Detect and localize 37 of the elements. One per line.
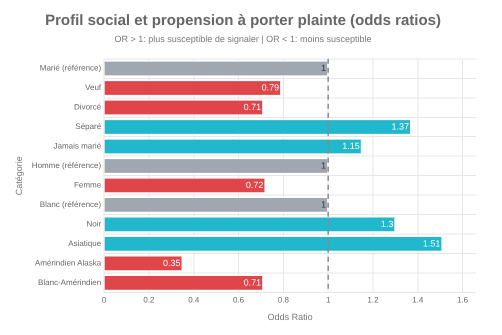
x-tick-label: 0.2 <box>143 296 156 305</box>
y-tick-label: Blanc (référence) <box>40 200 102 210</box>
data-label: 0.35 <box>163 258 181 268</box>
data-label: 0.72 <box>246 180 264 190</box>
data-label: 1.3 <box>380 218 394 229</box>
data-label: 0.71 <box>244 102 262 112</box>
y-tick-label: Blanc-Amérindien <box>38 278 102 288</box>
y-tick-label: Jamais marié <box>54 142 102 151</box>
y-tick-label: Séparé <box>75 122 102 132</box>
y-tick-label: Asiatique <box>68 239 102 248</box>
data-label: 0.79 <box>262 82 280 93</box>
x-axis-title: Odds Ratio <box>268 312 313 322</box>
data-label: 1.51 <box>422 238 440 248</box>
x-tick-label: 0.8 <box>278 296 290 305</box>
data-label: 1.37 <box>392 121 410 132</box>
y-tick-label: Femme <box>74 180 102 190</box>
data-label: 1 <box>321 199 326 210</box>
y-tick-label: Marié (référence) <box>40 64 102 73</box>
y-tick-label: Veuf <box>85 83 102 92</box>
x-tick-label: 0.6 <box>232 296 245 305</box>
data-label: 1.15 <box>342 140 360 151</box>
data-label: 1 <box>321 63 326 74</box>
x-tick-label: 1.6 <box>456 296 469 305</box>
data-label: 0.71 <box>244 277 262 288</box>
x-tick-label: 1.2 <box>367 296 380 305</box>
y-tick-label: Homme (référence) <box>32 161 102 170</box>
y-axis-title: Catégorie <box>14 156 24 196</box>
y-tick-label: Divorcé <box>74 102 102 112</box>
chart-title: Profil social et propension à porter plainte (odds ratios) <box>45 12 441 30</box>
x-tick-label: 0.4 <box>188 296 200 305</box>
y-tick-label: Noir <box>86 220 102 229</box>
x-tick-label: 0 <box>102 296 107 305</box>
data-label: 1 <box>321 160 326 170</box>
y-tick-label: Amérindien Alaska <box>34 258 102 268</box>
chart-subtitle: OR > 1: plus susceptible de signaler | OR < 1: moins susceptible <box>114 34 372 44</box>
x-tick-label: 1.4 <box>412 296 424 305</box>
x-tick-label: 1 <box>326 296 331 305</box>
